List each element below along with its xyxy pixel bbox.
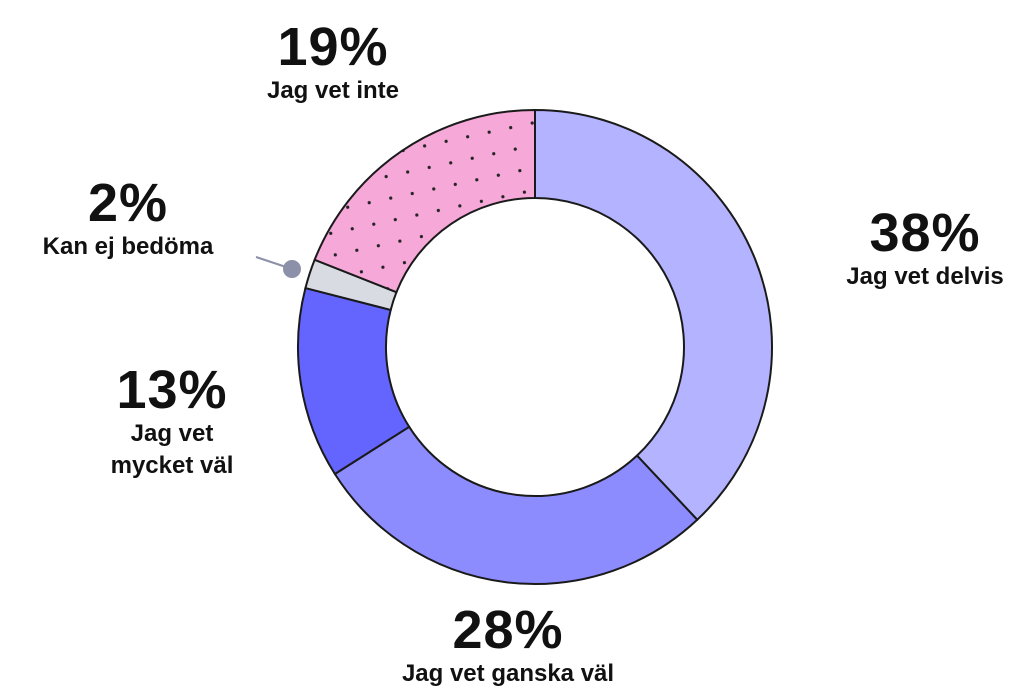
donut-segment [313,108,536,294]
category-label: Jag vet mycket väl [110,420,234,479]
category-label: Jag vet delvis [846,263,1004,290]
category-label: Kan ej bedöma [42,233,214,260]
segment-label: 38% Jag vet delvis [846,205,1003,293]
percent-label: 28% [452,600,564,660]
percent-label: 19% [277,17,389,77]
donut-segment [333,425,699,585]
category-label: Jag vet ganska väl [401,660,615,687]
segment-label: 28% Jag vet ganska väl [402,602,614,690]
segment-label: 19% Jag vet inte [267,19,399,107]
segment-label: 2% Kan ej bedöma [43,175,214,263]
segment-label: 13% Jag vet mycket väl [97,362,247,482]
donut-segment [534,108,773,522]
percent-label: 2% [87,173,169,233]
category-label: Jag vet inte [266,77,400,104]
percent-label: 13% [116,360,228,420]
percent-label: 38% [869,203,981,263]
leader-dot [283,260,301,278]
